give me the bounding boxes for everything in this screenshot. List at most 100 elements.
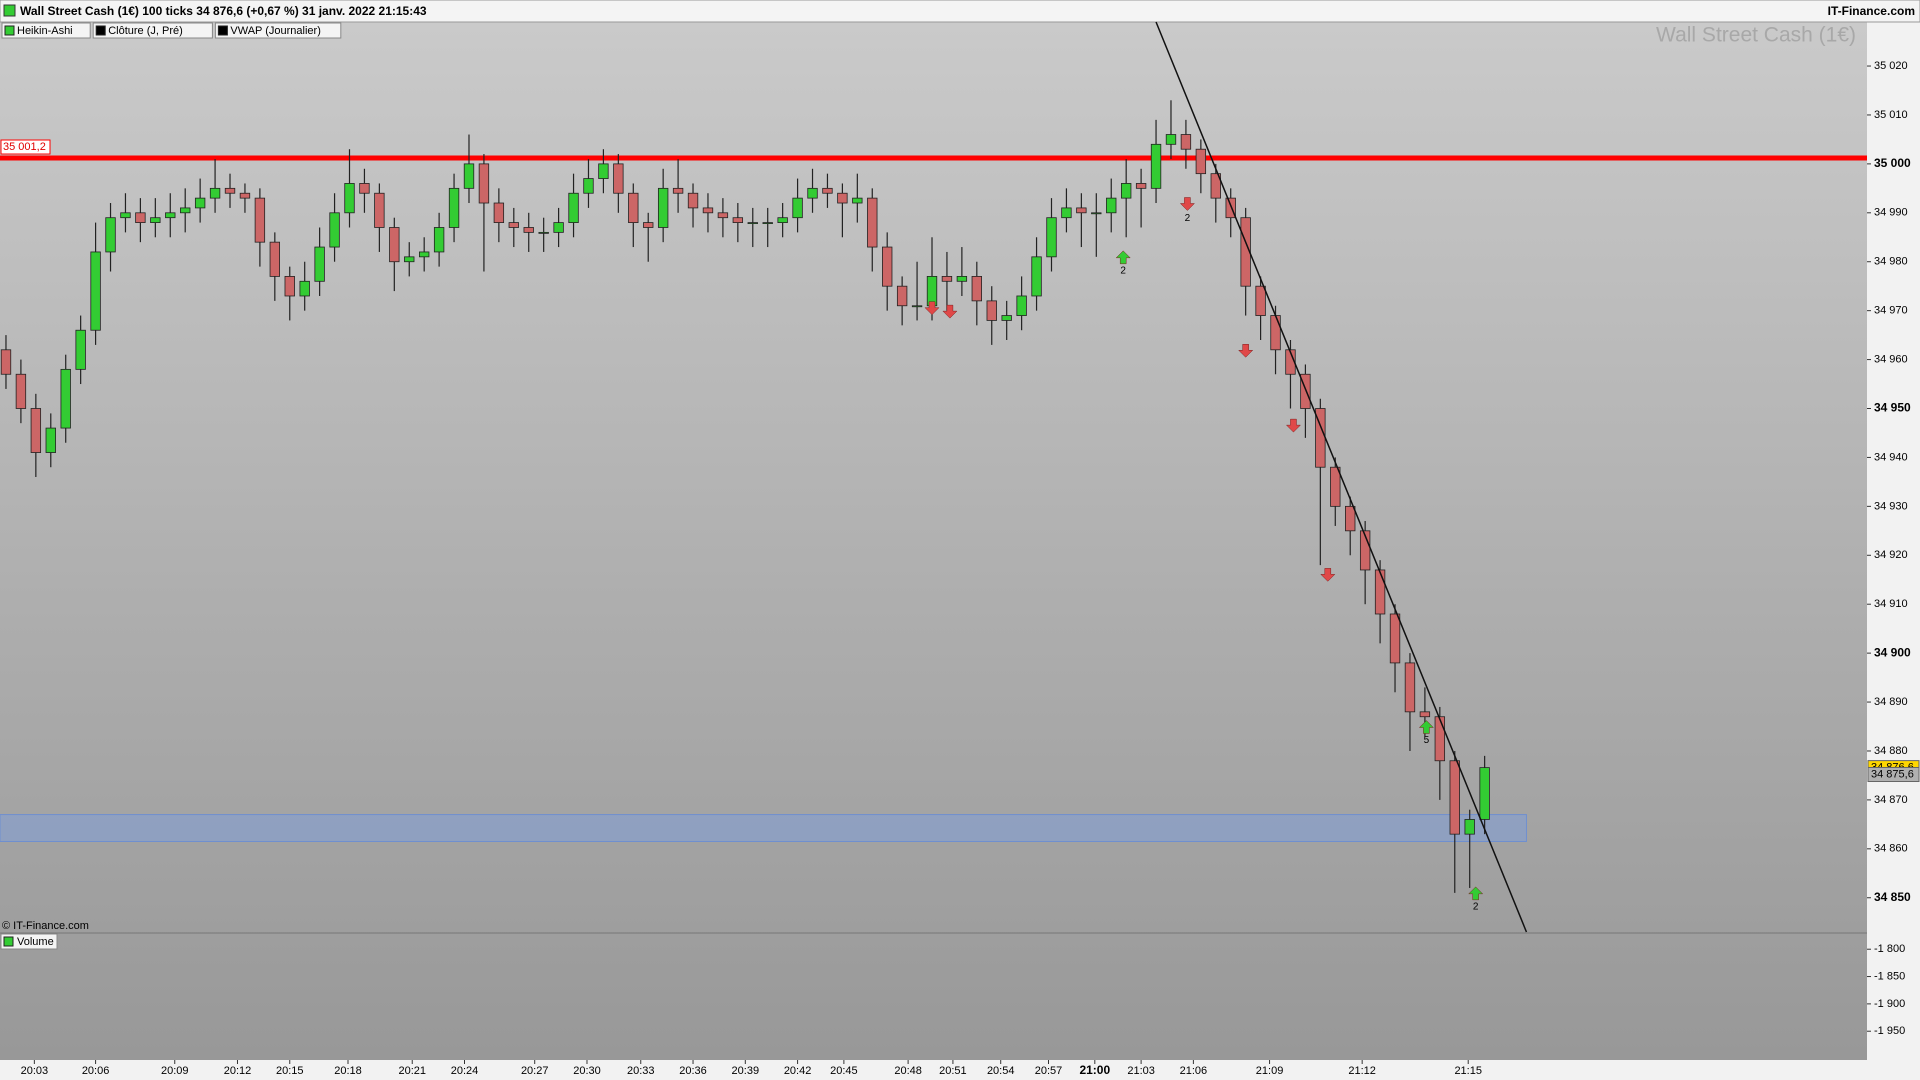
- candle-body: [1031, 256, 1042, 297]
- buy-signal: [1115, 250, 1131, 265]
- x-tick-label: 20:45: [830, 1065, 858, 1077]
- candle-body: [687, 192, 699, 209]
- watermark: Wall Street Cash (1€): [1656, 24, 1856, 47]
- candle-body: [1330, 466, 1341, 507]
- buy-signal: [1418, 720, 1434, 734]
- candle-body: [1165, 134, 1177, 145]
- candle-body: [896, 285, 908, 307]
- y-tick-label: 34 870: [1874, 794, 1908, 806]
- y-tick-label: 34 860: [1874, 843, 1908, 855]
- candle-body: [538, 231, 549, 234]
- candle-body: [911, 305, 923, 308]
- legend-label: Clôture (J, Pré): [108, 25, 183, 37]
- legend-swatch: [4, 25, 15, 36]
- volume-tick-label: -1 900: [1874, 998, 1905, 1010]
- candle-body: [747, 222, 758, 224]
- x-tick-label: 20:21: [398, 1065, 426, 1077]
- resistance-label: 35 001,2: [3, 141, 46, 153]
- candle-body: [463, 163, 475, 189]
- candle-body: [807, 187, 818, 199]
- candle-body: [165, 212, 176, 219]
- candle-body: [90, 251, 101, 331]
- x-tick-label: 20:15: [276, 1065, 304, 1077]
- candle-body: [1135, 183, 1147, 189]
- candle-body: [135, 212, 146, 223]
- candle-body: [299, 280, 310, 297]
- candle-body: [1270, 315, 1281, 351]
- sell-signal: [1285, 418, 1302, 433]
- candle-body: [359, 183, 370, 194]
- x-tick-label: 20:36: [679, 1065, 707, 1077]
- header-source: IT-Finance.com: [1828, 4, 1915, 18]
- candle-body: [180, 207, 191, 214]
- candle-body: [374, 192, 385, 228]
- candle-body: [1225, 197, 1236, 219]
- candle-body: [448, 187, 460, 228]
- signal-label: 5: [1424, 735, 1430, 746]
- legend-swatch: [95, 25, 106, 36]
- candle-body: [404, 256, 415, 263]
- candle-body: [1076, 207, 1087, 214]
- candle-body: [1120, 183, 1132, 199]
- candle-body: [822, 187, 833, 194]
- candle-body: [314, 246, 325, 282]
- legend-chip: [214, 22, 342, 39]
- candle-body: [867, 197, 878, 248]
- candle-body: [209, 187, 221, 199]
- candle-body: [60, 368, 71, 429]
- x-tick-label: 20:18: [334, 1065, 362, 1077]
- y-tick-label: 34 970: [1874, 305, 1908, 317]
- candle-body: [941, 276, 953, 282]
- y-tick-label: 34 900: [1874, 645, 1911, 659]
- x-tick-label: 20:27: [521, 1065, 549, 1077]
- volume-tick-label: -1 800: [1874, 943, 1905, 955]
- x-tick-label: 20:54: [987, 1065, 1015, 1077]
- candle-body: [1255, 285, 1266, 316]
- candle-body: [120, 212, 131, 219]
- x-tick-label: 21:12: [1348, 1065, 1376, 1077]
- candle-body: [628, 192, 639, 223]
- candle-body: [1479, 767, 1490, 820]
- candle-body: [45, 427, 56, 453]
- legend-swatch: [217, 25, 228, 36]
- y-tick-label: 34 920: [1874, 549, 1908, 561]
- candle-body: [344, 183, 355, 214]
- candle-body: [732, 217, 744, 223]
- x-tick-label: 20:30: [573, 1065, 601, 1077]
- legend-chip: [0, 933, 58, 950]
- trendline: [1155, 21, 1528, 933]
- candle-body: [1359, 530, 1371, 571]
- x-tick-label: 20:03: [21, 1065, 49, 1077]
- candle-body: [30, 408, 42, 453]
- x-tick-label: 21:15: [1454, 1065, 1482, 1077]
- candle-body: [329, 212, 340, 248]
- y-tick-label: 35 020: [1874, 60, 1908, 72]
- candle-body: [523, 227, 534, 233]
- x-tick-label: 20:48: [894, 1065, 922, 1077]
- candle-body: [1374, 569, 1386, 615]
- candle-body: [1180, 134, 1192, 150]
- candle-body: [1106, 197, 1117, 214]
- candle-body: [1091, 212, 1102, 215]
- y-tick-label: 34 940: [1874, 451, 1908, 463]
- x-tick-label: 20:09: [161, 1065, 189, 1077]
- candle-body: [1345, 505, 1356, 532]
- candle-body: [493, 202, 505, 223]
- x-tick-label: 20:06: [82, 1065, 110, 1077]
- candle-body: [0, 349, 12, 375]
- candle-body: [1195, 148, 1207, 175]
- price-axis: [1867, 22, 1920, 1080]
- candle-body: [150, 217, 161, 223]
- candle-body: [433, 227, 445, 253]
- candle-body: [926, 276, 938, 307]
- candle-body: [553, 222, 564, 233]
- candle-body: [284, 276, 295, 297]
- sell-signal: [924, 301, 940, 316]
- candle-body: [239, 192, 251, 199]
- last-price-tag: [1867, 767, 1920, 783]
- buy-signal: [1468, 886, 1484, 901]
- candle-body: [1016, 295, 1027, 316]
- candle-body: [702, 207, 714, 214]
- candle-body: [1300, 373, 1311, 409]
